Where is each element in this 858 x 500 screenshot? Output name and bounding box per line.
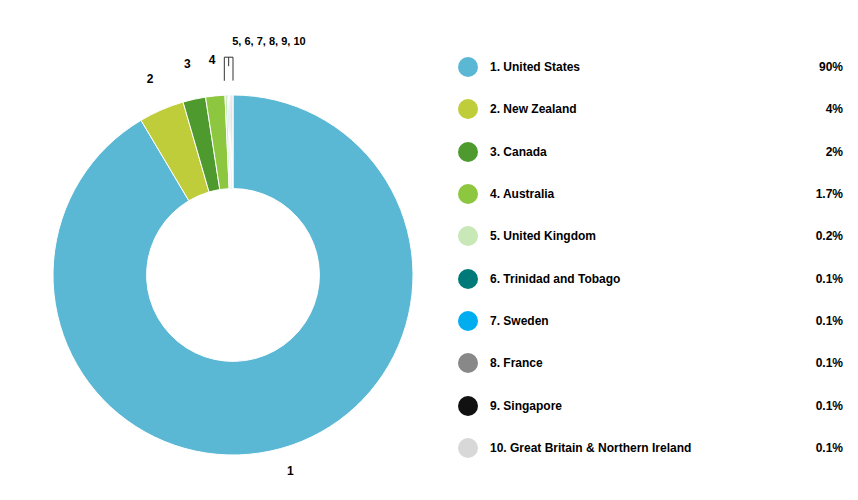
svg-text:4: 4: [209, 53, 216, 67]
html-text:0.1%: 0.1%: [815, 398, 843, 413]
svg-text:1: 1: [287, 464, 294, 478]
svg-text:5, 6, 7, 8, 9, 10: 5, 6, 7, 8, 9, 10: [232, 35, 305, 47]
svg-text:3: 3: [184, 57, 191, 71]
html-text:9. Singapore: 9. Singapore: [490, 398, 562, 413]
html-text:10. Great Britain & Northern I: 10. Great Britain & Northern Ireland: [490, 441, 692, 455]
html-text:2%: 2%: [825, 144, 843, 159]
html-text:3. Canada: 3. Canada: [490, 144, 547, 159]
html-text:8. France: 8. France: [490, 356, 543, 371]
svg-text:2: 2: [147, 72, 154, 86]
html-text:7. Sweden: 7. Sweden: [490, 314, 549, 328]
html-text:1. United States: 1. United States: [490, 60, 580, 74]
html-text:4. Australia: 4. Australia: [490, 187, 555, 201]
html-text:0.1%: 0.1%: [815, 441, 843, 455]
html-text:90%: 90%: [819, 60, 843, 74]
html-text:2. New Zealand: 2. New Zealand: [490, 102, 577, 117]
html-text:0.1%: 0.1%: [815, 314, 843, 328]
html-text:4%: 4%: [825, 102, 843, 117]
html-text:0.1%: 0.1%: [815, 356, 843, 371]
html-text:1.7%: 1.7%: [815, 187, 843, 201]
html-text:6. Trinidad and Tobago: 6. Trinidad and Tobago: [490, 271, 621, 286]
html-text:0.1%: 0.1%: [815, 271, 843, 286]
html-text:0.2%: 0.2%: [815, 229, 843, 244]
html-text:5. United Kingdom: 5. United Kingdom: [490, 229, 596, 244]
